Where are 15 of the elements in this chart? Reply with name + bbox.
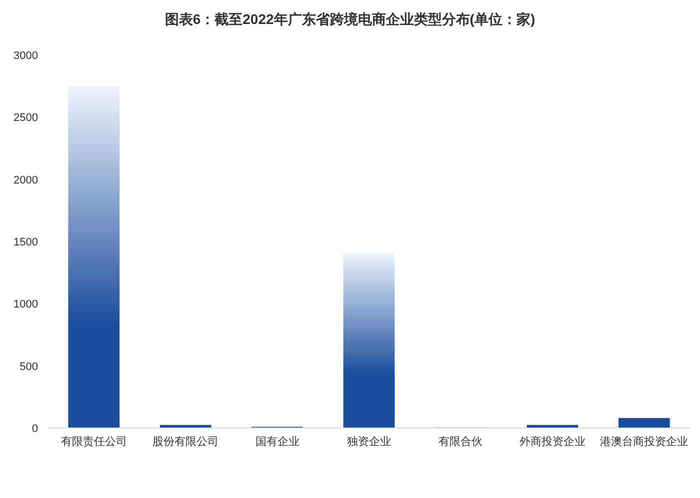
- y-tick-label: 500: [20, 360, 38, 373]
- y-tick-label: 1500: [14, 236, 38, 248]
- x-tick-label: 独资企业: [347, 435, 391, 448]
- x-tick-label: 有限合伙: [438, 435, 483, 448]
- y-tick-label: 2500: [14, 112, 38, 124]
- x-tick-label: 有限责任公司: [60, 435, 127, 448]
- x-tick-label: 港澳台商投资企业: [600, 435, 688, 448]
- x-tick-label: 国有企业: [255, 435, 300, 448]
- x-tick-label: 股份有限公司: [152, 436, 219, 448]
- y-tick-label: 0: [32, 423, 38, 435]
- y-tick-label: 1000: [14, 298, 38, 311]
- y-tick-label: 3000: [14, 50, 38, 62]
- x-tick-label: 外商投资企业: [519, 435, 586, 448]
- y-tick-label: 2000: [14, 174, 38, 186]
- chart-title: 图表6：截至2022年广东省跨境电商企业类型分布(单位：家): [164, 11, 536, 27]
